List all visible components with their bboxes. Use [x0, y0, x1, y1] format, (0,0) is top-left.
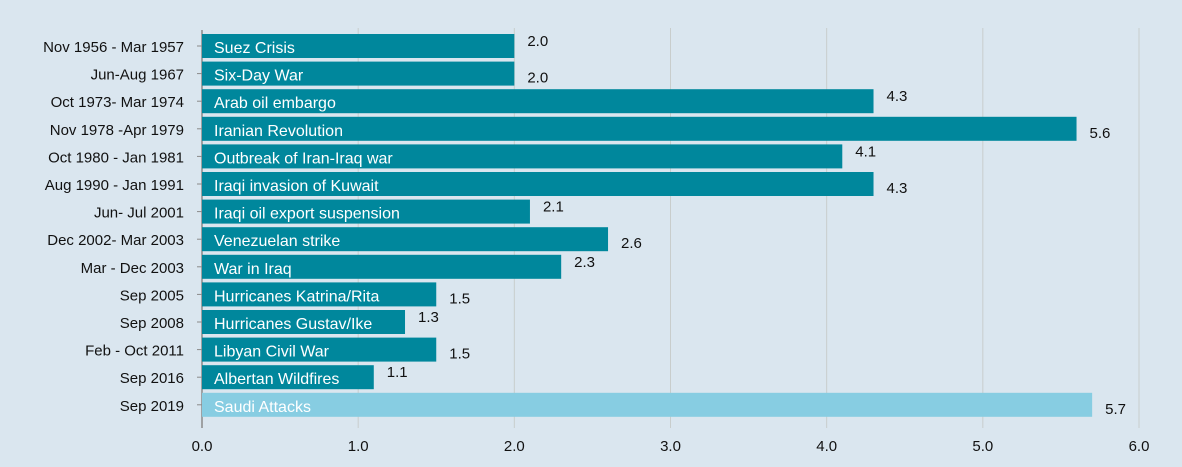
bar-label: Iraqi oil export suspension	[214, 206, 400, 223]
category-label: Jun-Aug 1967	[91, 67, 184, 84]
value-label: 1.1	[387, 364, 408, 381]
bar	[202, 199, 530, 224]
x-tick-label: 6.0	[1129, 438, 1150, 455]
bar	[202, 172, 874, 196]
category-label: Aug 1990 - Jan 1991	[45, 177, 184, 194]
bar	[202, 61, 515, 86]
value-label: 4.3	[887, 88, 908, 105]
category-label: Nov 1978 -Apr 1979	[50, 122, 184, 139]
bar-label: Venezuelan strike	[214, 233, 340, 250]
x-tick-label: 4.0	[816, 438, 837, 455]
x-tick-label: 5.0	[972, 438, 993, 455]
bar	[202, 337, 437, 362]
value-label: 5.6	[1090, 125, 1111, 142]
bar	[202, 254, 562, 279]
bar-label: Hurricanes Katrina/Rita	[214, 288, 380, 305]
value-label: 1.5	[449, 290, 470, 307]
value-label: 2.6	[621, 235, 642, 252]
bar-label: Arab oil embargo	[214, 95, 336, 112]
bar	[202, 310, 406, 334]
bar	[202, 34, 515, 58]
category-label: Mar - Dec 2003	[81, 260, 184, 277]
category-label: Dec 2002- Mar 2003	[47, 232, 184, 249]
bar	[202, 89, 874, 114]
bar-label: War in Iraq	[214, 261, 292, 278]
bar-label: Iraqi invasion of Kuwait	[214, 178, 379, 195]
category-label: Nov 1956 - Mar 1957	[43, 39, 184, 56]
category-label: Sep 2005	[120, 287, 184, 304]
x-tick-label: 0.0	[192, 438, 213, 455]
x-tick-label: 1.0	[348, 438, 369, 455]
value-label: 1.5	[449, 346, 470, 363]
bar-label: Albertan Wildfires	[214, 371, 339, 388]
category-label: Sep 2019	[120, 398, 184, 415]
bar-label: Six-Day War	[214, 68, 304, 85]
value-label: 2.0	[527, 70, 548, 87]
x-tick-label: 2.0	[504, 438, 525, 455]
bar	[202, 116, 1077, 141]
category-label: Sep 2008	[120, 315, 184, 332]
bar-label: Iranian Revolution	[214, 123, 343, 140]
bar	[202, 392, 1093, 417]
bar	[202, 282, 437, 307]
bar-label: Suez Crisis	[214, 40, 295, 57]
category-label: Sep 2016	[120, 370, 184, 387]
bar-label: Outbreak of Iran-Iraq war	[214, 150, 393, 167]
value-label: 1.3	[418, 309, 439, 326]
value-label: 4.1	[855, 143, 876, 160]
value-label: 2.3	[574, 254, 595, 271]
bar-label: Saudi Attacks	[214, 399, 311, 416]
value-label: 5.7	[1105, 401, 1126, 418]
value-label: 4.3	[887, 180, 908, 197]
category-label: Feb - Oct 2011	[85, 343, 184, 360]
category-label: Oct 1973- Mar 1974	[51, 94, 184, 111]
category-label: Jun- Jul 2001	[94, 205, 184, 222]
bar	[202, 144, 843, 169]
category-label: Oct 1980 - Jan 1981	[48, 149, 184, 166]
bar	[202, 365, 374, 390]
bar	[202, 227, 609, 252]
value-label: 2.1	[543, 199, 564, 216]
bar-label: Libyan Civil War	[214, 344, 330, 361]
value-label: 2.0	[527, 33, 548, 50]
bar-label: Hurricanes Gustav/Ike	[214, 316, 372, 333]
x-tick-label: 3.0	[660, 438, 681, 455]
